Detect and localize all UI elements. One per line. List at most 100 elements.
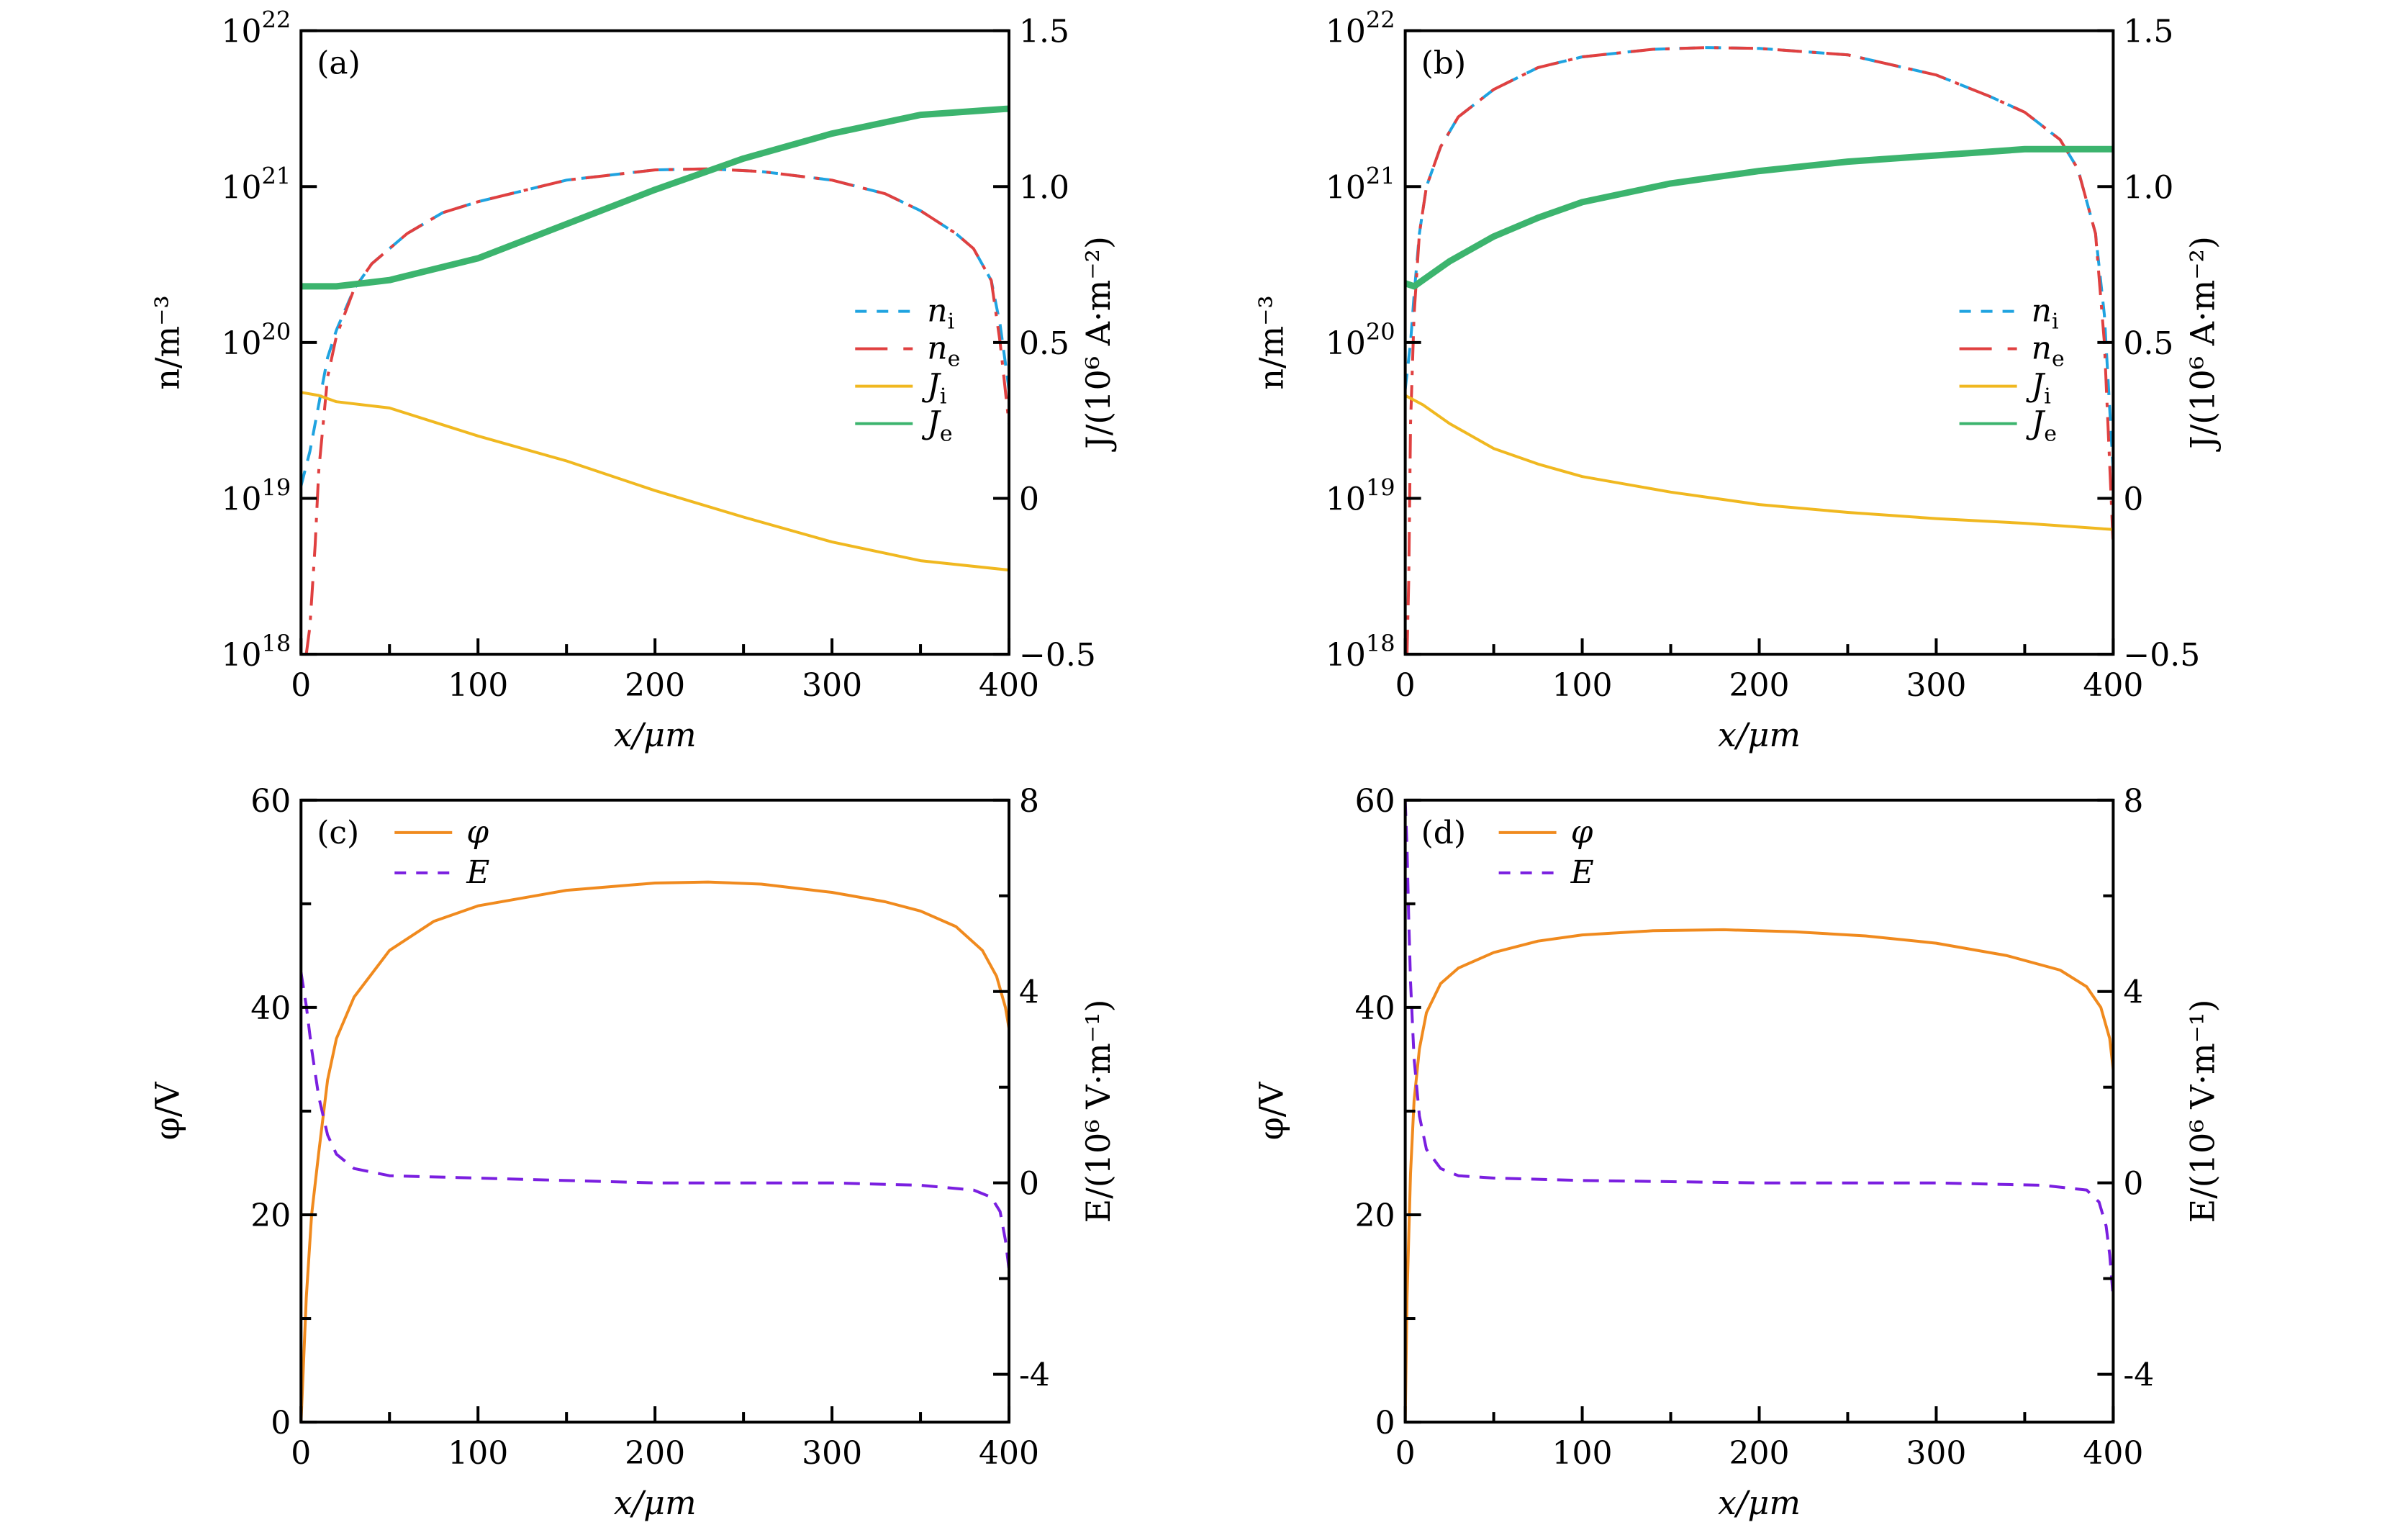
x-tick-label: 200 <box>625 667 685 704</box>
x-axis-label: x/μm <box>1718 715 1801 754</box>
panel-label: (b) <box>1421 45 1467 82</box>
y2-axis-label: E/(10⁶ V·m⁻¹) <box>2183 1000 2222 1223</box>
y-tick-label: 1020 <box>1326 318 1395 362</box>
panel-label: (a) <box>317 45 361 82</box>
y-tick-label: 20 <box>1355 1198 1395 1234</box>
series-group <box>1405 800 2114 1423</box>
x-tick-label: 400 <box>979 1435 1039 1472</box>
series-line-J-i <box>1405 394 2114 531</box>
legend-label-n-e: ne <box>2032 330 2065 372</box>
plot-frame <box>299 29 1011 656</box>
legend: φE <box>1498 814 1594 891</box>
legend-label-n-e: ne <box>927 330 960 372</box>
x-tick-label: 0 <box>1395 667 1416 704</box>
x-tick-label: 100 <box>1552 1435 1613 1472</box>
panel-a: 0 100 200 300 400 x/μm 1018 1019 1020 1021 1022 −0.… <box>148 6 1118 754</box>
y2-tick-label: 1.5 <box>1019 14 1069 50</box>
x-tick-label: 0 <box>291 1435 311 1472</box>
y2-axis-label: J/(10⁶ A·m⁻²) <box>1079 236 1118 452</box>
plot-frame <box>1403 798 2115 1424</box>
y2-tick-label: 8 <box>2123 783 2143 820</box>
panel-label: (d) <box>1421 815 1467 851</box>
legend-label-E: E <box>466 854 489 891</box>
x-axis-label: x/μm <box>614 715 697 754</box>
x-tick-label: 400 <box>2083 667 2143 704</box>
y2-tick-label: 4 <box>1019 974 1039 1011</box>
x-tick-label: 100 <box>448 1435 508 1472</box>
x-tick-label: 400 <box>2083 1435 2143 1472</box>
series-line-n-e <box>304 167 1010 655</box>
x-axis-label: x/μm <box>1718 1483 1801 1522</box>
plot-frame <box>1403 29 2115 656</box>
y-tick-label: 60 <box>250 783 291 820</box>
y2-tick-label: 1.0 <box>1019 169 1069 206</box>
y-tick-label: 0 <box>1375 1405 1395 1441</box>
y-tick-label: 1019 <box>222 474 291 517</box>
series-line-J-i <box>301 391 1010 572</box>
y-tick-label: 1021 <box>222 162 291 206</box>
panel-label: (c) <box>317 815 359 851</box>
y-tick-label: 1018 <box>1326 630 1395 674</box>
y-tick-label: 1019 <box>1326 474 1395 517</box>
legend-label-J-i: Ji <box>921 368 946 409</box>
y-tick-label: 20 <box>250 1198 291 1234</box>
x-axis-label: x/μm <box>614 1483 697 1522</box>
y2-tick-label: 0.5 <box>1019 325 1069 362</box>
legend-label-n-i: ni <box>927 293 954 335</box>
y2-tick-label: 8 <box>1019 783 1039 820</box>
y-tick-label: 1021 <box>1326 162 1395 206</box>
x-tick-label: 300 <box>1906 1435 1966 1472</box>
legend-label-J-e: Je <box>921 405 952 447</box>
legend-label-J-i: Ji <box>2026 368 2051 409</box>
x-tick-label: 200 <box>1729 1435 1790 1472</box>
legend-label-J-e: Je <box>2026 405 2057 447</box>
y2-tick-label: 4 <box>2123 974 2143 1011</box>
y-tick-label: 40 <box>1355 990 1395 1027</box>
legend-label-E: E <box>1570 854 1594 891</box>
panel-b: 0 100 200 300 400 x/μm 1018 1019 1020 1021 1022 −0.… <box>1252 6 2222 754</box>
y2-tick-label: -4 <box>2123 1357 2154 1394</box>
y-tick-label: 1018 <box>222 630 291 674</box>
series-group <box>301 880 1010 1423</box>
panel-c: 0 100 200 300 400 x/μm 0 20 40 60 -4 0 4 8 φ/V E/(10⁶ V… <box>148 783 1118 1522</box>
y2-tick-label: 0 <box>2123 481 2143 517</box>
x-tick-label: 400 <box>979 667 1039 704</box>
x-tick-label: 300 <box>802 667 862 704</box>
y2-tick-label: 0 <box>1019 1166 1039 1203</box>
x-tick-label: 0 <box>1395 1435 1416 1472</box>
series-line-n-i <box>301 167 1010 486</box>
y2-tick-label: −0.5 <box>1019 637 1096 674</box>
y-axis-label: n/m⁻³ <box>1252 295 1291 389</box>
y2-tick-label: 0 <box>2123 1166 2143 1203</box>
y-axis-label: φ/V <box>148 1082 186 1141</box>
x-tick-label: 200 <box>1729 667 1790 704</box>
y2-tick-label: −0.5 <box>2123 637 2200 674</box>
y-tick-label: 60 <box>1355 783 1395 820</box>
y2-tick-label: 0 <box>1019 481 1039 517</box>
series-line-n-e <box>1406 46 2114 655</box>
y2-tick-label: 1.5 <box>2123 14 2173 50</box>
y-tick-label: 40 <box>250 990 291 1027</box>
series-line-E <box>301 972 1010 1269</box>
y-axis-label: n/m⁻³ <box>148 295 186 389</box>
legend: φE <box>394 814 489 891</box>
y2-axis-label: E/(10⁶ V·m⁻¹) <box>1079 1000 1118 1223</box>
legend-label-phi: φ <box>1571 814 1593 851</box>
plot-frame <box>299 798 1011 1424</box>
y2-tick-label: 0.5 <box>2123 325 2173 362</box>
series-group <box>1405 46 2114 655</box>
series-group <box>301 105 1010 655</box>
x-tick-label: 300 <box>1906 667 1966 704</box>
series-line-n-i <box>1405 46 2114 471</box>
y-tick-label: 0 <box>271 1405 291 1441</box>
y-axis-label: φ/V <box>1252 1082 1291 1141</box>
panel-d: 0 100 200 300 400 x/μm 0 20 40 60 -4 0 4 8 φ/V E/(10⁶ V… <box>1252 783 2222 1522</box>
series-line-phi <box>301 880 1010 1423</box>
x-tick-label: 100 <box>1552 667 1613 704</box>
y2-axis-label: J/(10⁶ A·m⁻²) <box>2183 236 2222 452</box>
series-line-J-e <box>301 105 1010 290</box>
series-line-phi <box>1405 928 2114 1423</box>
